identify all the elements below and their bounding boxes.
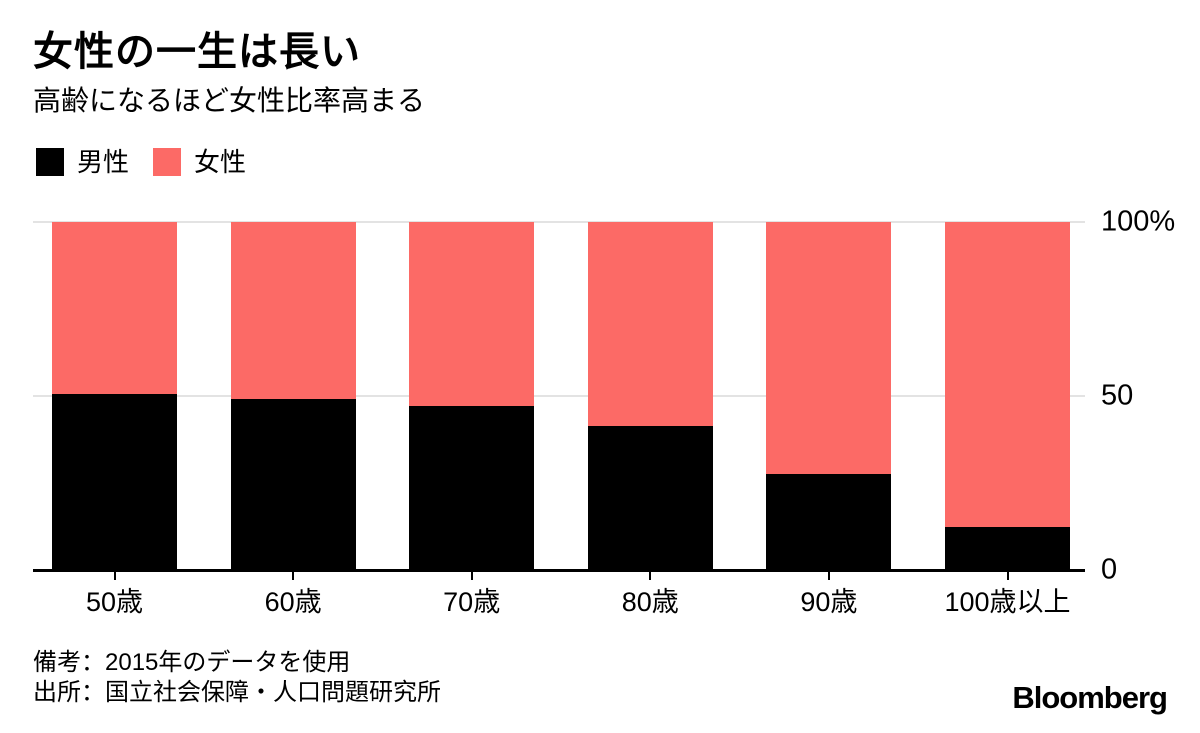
legend: 男性 女性 [36,148,246,176]
x-axis-line [33,568,1085,572]
gridline-100 [33,221,1085,223]
bar-90歳 [766,222,892,570]
bar-80歳 [587,222,713,570]
y-label-50: 50 [1101,379,1134,412]
bar-50歳 [52,222,177,570]
legend-label: 男性 [77,147,130,177]
segment-female [945,222,1070,527]
bar-100歳以上 [945,222,1070,570]
x-tick-50歳 [113,572,116,580]
legend-label: 女性 [194,147,247,177]
x-label: 90歳 [800,587,858,617]
x-tick-100歳以上 [1006,572,1009,580]
segment-female [766,222,892,474]
segment-female [409,222,535,407]
segment-male [409,406,535,570]
footnotes: 備考：2015年のデータを使用 出所：国立社会保障・人口問題研究所 [33,648,441,708]
legend-swatch-icon [36,148,64,176]
x-tick-70歳 [470,572,473,580]
gridline-50 [33,395,1085,397]
legend-swatch-icon [153,148,182,176]
chart-title: 女性の一生は長い [33,30,361,74]
x-label: 50歳 [85,587,144,617]
x-label: 80歳 [621,587,679,617]
x-tick-90歳 [827,572,830,580]
bar-60歳 [230,222,356,570]
segment-male [230,399,356,570]
x-label: 70歳 [443,587,501,617]
y-label-100: 100% [1101,205,1176,238]
segment-female [587,222,713,426]
segment-female [230,222,356,400]
segment-male [587,425,713,570]
x-label: 100歳以上 [944,587,1071,617]
note-line: 備考：2015年のデータを使用 [33,649,351,676]
segment-male [52,394,177,570]
bar-70歳 [409,222,535,570]
segment-female [52,222,177,395]
y-label-0: 0 [1101,553,1118,586]
segment-male [945,526,1070,570]
segment-male [766,473,892,570]
x-tick-80歳 [649,572,652,580]
chart-subtitle: 高齢になるほど女性比率高まる [33,85,426,116]
legend-item-0: 男性 [36,148,129,176]
x-label: 60歳 [264,587,322,617]
bloomberg-logo: Bloomberg [1012,680,1168,715]
source-line: 出所：国立社会保障・人口問題研究所 [33,679,441,706]
x-tick-60歳 [292,572,295,580]
legend-item-1: 女性 [153,148,246,176]
plot-area: 50歳 60歳 70歳 80歳 90歳 100歳以上 100% 50 0 [33,207,1175,617]
